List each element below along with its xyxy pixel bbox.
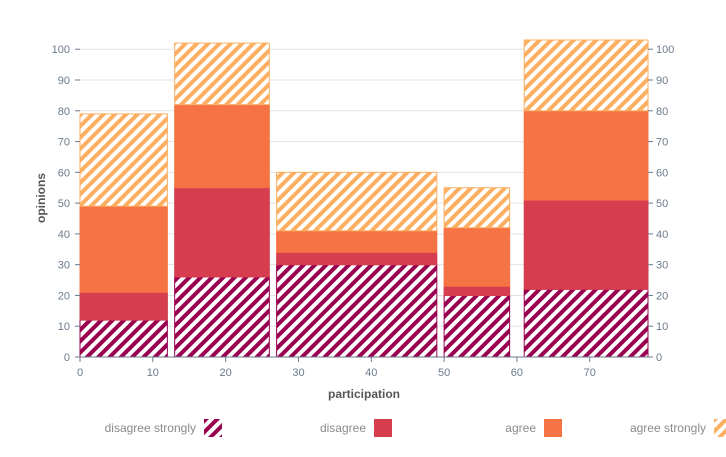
legend-label: agree strongly (630, 421, 706, 435)
y-tick-label: 0 (64, 352, 70, 364)
legend-item-agree[interactable]: agree (505, 419, 562, 437)
bar-segment-disagree-strongly-4[interactable] (523, 288, 649, 358)
y-tick-label-right: 60 (656, 167, 668, 179)
bar-segment-agree-4[interactable] (523, 110, 649, 201)
y-tick-label: 100 (52, 44, 70, 56)
y-tick-label: 80 (58, 106, 70, 118)
bar-segment-agree-strongly-4[interactable] (523, 39, 649, 112)
y-tick-label: 50 (58, 198, 70, 210)
y-tick-label-right: 50 (656, 198, 668, 210)
x-tick-label: 50 (438, 367, 450, 379)
bar-segment-agree-strongly-0[interactable] (79, 113, 168, 207)
y-axis-right: 0 10 20 30 40 50 60 70 80 90 100 (648, 44, 674, 364)
x-axis-title: participation (328, 387, 400, 401)
x-tick-label: 20 (220, 367, 232, 379)
legend: disagree strongly disagree agree agree stro… (105, 419, 726, 437)
y-tick-label: 20 (58, 290, 70, 302)
y-tick-label: 30 (58, 260, 70, 272)
y-tick-label: 60 (58, 167, 70, 179)
y-axis-left: 0 10 20 30 40 50 60 70 80 90 100 (52, 44, 80, 364)
y-tick-label-right: 30 (656, 260, 668, 272)
bar-segment-disagree-strongly-1[interactable] (174, 276, 270, 358)
bar-segment-disagree-strongly-2[interactable] (276, 264, 438, 358)
x-tick-label: 40 (365, 367, 377, 379)
x-tick-label: 30 (292, 367, 304, 379)
legend-item-agree-strongly[interactable]: agree strongly (630, 419, 726, 437)
bar-segment-disagree-3[interactable] (443, 285, 511, 296)
bar-segment-disagree-1[interactable] (174, 187, 270, 278)
bar-segment-disagree-strongly-0[interactable] (79, 319, 168, 358)
legend-item-disagree-strongly[interactable]: disagree strongly (105, 419, 222, 437)
legend-label: disagree strongly (105, 421, 196, 435)
y-tick-label-right: 20 (656, 290, 668, 302)
y-tick-label: 40 (58, 229, 70, 241)
y-axis-title: opinions (34, 173, 48, 223)
legend-swatch (374, 419, 392, 437)
legend-label: agree (505, 421, 536, 435)
bar-segment-agree-2[interactable] (276, 230, 438, 253)
bars (79, 39, 649, 358)
bar-segment-agree-strongly-2[interactable] (276, 171, 438, 232)
y-tick-label-right: 100 (656, 44, 674, 56)
bar-segment-agree-1[interactable] (174, 104, 270, 189)
y-tick-label-right: 0 (656, 352, 662, 364)
bar-segment-disagree-0[interactable] (79, 291, 168, 321)
y-tick-label-right: 70 (656, 137, 668, 149)
bar-segment-disagree-2[interactable] (276, 251, 438, 266)
bar-segment-agree-3[interactable] (443, 227, 511, 287)
legend-swatch (714, 419, 726, 437)
legend-swatch (204, 419, 222, 437)
legend-label: disagree (320, 421, 366, 435)
bar-segment-disagree-strongly-3[interactable] (443, 294, 511, 358)
y-tick-label-right: 80 (656, 106, 668, 118)
y-tick-label-right: 10 (656, 321, 668, 333)
legend-item-disagree[interactable]: disagree (320, 419, 392, 437)
bar-segment-disagree-4[interactable] (523, 199, 649, 290)
bar-segment-agree-strongly-3[interactable] (443, 187, 511, 229)
y-tick-label-right: 40 (656, 229, 668, 241)
x-axis: 0 10 20 30 40 50 60 70 (77, 357, 596, 379)
legend-swatch (544, 419, 562, 437)
y-tick-label: 90 (58, 75, 70, 87)
y-tick-label: 10 (58, 321, 70, 333)
bar-segment-agree-0[interactable] (79, 205, 168, 293)
x-tick-label: 70 (584, 367, 596, 379)
x-tick-label: 60 (511, 367, 523, 379)
y-tick-label: 70 (58, 137, 70, 149)
x-tick-label: 0 (77, 367, 83, 379)
bar-segment-agree-strongly-1[interactable] (174, 42, 270, 106)
y-tick-label-right: 90 (656, 75, 668, 87)
x-tick-label: 10 (147, 367, 159, 379)
